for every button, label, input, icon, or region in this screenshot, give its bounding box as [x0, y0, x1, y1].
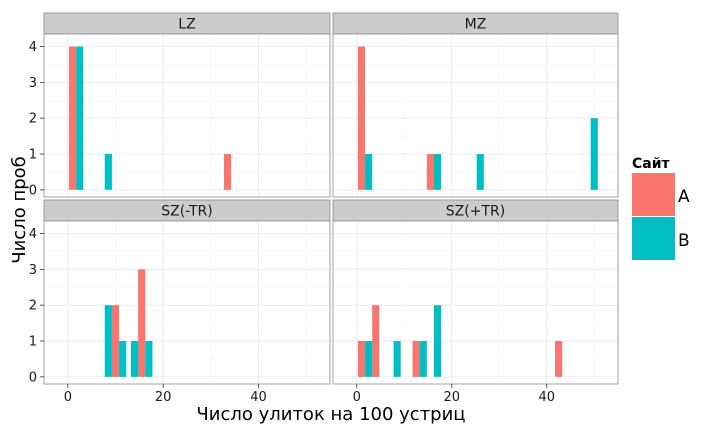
- grid: [333, 221, 618, 384]
- x-axis-title: Число улиток на 100 устриц: [196, 404, 465, 425]
- bar-series-a: [426, 154, 434, 190]
- bar-series-a: [111, 305, 120, 377]
- bar-series-b: [393, 341, 401, 377]
- plot-background: [333, 34, 618, 197]
- panel-border: [43, 33, 331, 198]
- bar-series-b: [104, 154, 112, 190]
- legend-item-a: A: [632, 173, 690, 216]
- panel-mz: MZ: [332, 12, 619, 198]
- x-tick-label: 20: [443, 390, 460, 405]
- legend-items: AB: [632, 173, 690, 260]
- bar-series-a: [357, 46, 366, 190]
- x-tick-label: 20: [155, 390, 172, 405]
- plot-background: [44, 34, 330, 197]
- y-tick-label: 0: [29, 183, 37, 198]
- y-tick-label: 4: [29, 40, 37, 55]
- x-tick-label: 40: [538, 390, 555, 405]
- legend-label: B: [678, 231, 690, 251]
- panel-sz-tr: SZ(+TR) 0 20 40: [332, 199, 619, 405]
- bar-series-b: [590, 118, 598, 190]
- bar-series-b: [145, 341, 153, 377]
- bar-series-b: [104, 305, 112, 377]
- plot-background: [333, 221, 618, 384]
- legend-key: [632, 173, 675, 216]
- facet-label: SZ(-TR): [161, 204, 212, 220]
- bar-series-b: [365, 154, 373, 190]
- y-tick-label: 2: [29, 112, 37, 127]
- panel-border: [332, 33, 619, 198]
- panel-lz: LZ 0 1 2 3 4: [29, 12, 331, 198]
- legend-item-b: B: [632, 217, 690, 260]
- bar-series-a: [357, 341, 366, 377]
- panel-border: [332, 220, 619, 385]
- bar-series-a: [223, 154, 232, 190]
- grid: [44, 34, 330, 197]
- bar-series-a: [412, 341, 420, 377]
- bar-series-b: [433, 154, 442, 190]
- grid: [44, 221, 330, 384]
- facet-label: SZ(+TR): [446, 204, 505, 220]
- y-tick-label: 1: [29, 335, 37, 350]
- y-tick-label: 0: [29, 370, 37, 385]
- legend-label: A: [678, 187, 690, 207]
- y-tick-label: 3: [29, 76, 37, 91]
- facet-label: LZ: [178, 17, 195, 33]
- y-tick-label: 2: [29, 299, 37, 314]
- x-tick-label: 0: [353, 390, 361, 405]
- facet-label: MZ: [465, 17, 487, 33]
- y-axis-title: Число проб: [9, 156, 30, 263]
- panel-border: [43, 220, 331, 385]
- bar-series-a: [138, 269, 146, 377]
- legend: Сайт AB: [632, 156, 690, 260]
- bar-series-b: [365, 341, 373, 377]
- y-tick-label: 4: [29, 227, 37, 242]
- bar-series-b: [76, 46, 84, 190]
- legend-key: [632, 217, 675, 260]
- x-tick-label: 0: [64, 390, 72, 405]
- y-tick-label: 3: [29, 263, 37, 278]
- bar-series-a: [69, 46, 77, 190]
- bar-series-a: [372, 305, 380, 377]
- legend-title: Сайт: [632, 156, 671, 172]
- plot-background: [44, 221, 330, 384]
- x-tick-label: 40: [250, 390, 267, 405]
- bar-series-b: [419, 341, 427, 377]
- grid: [333, 34, 618, 197]
- y-tick-label: 1: [29, 148, 37, 163]
- bar-series-a: [555, 341, 563, 377]
- bar-series-b: [476, 154, 484, 190]
- bar-series-b: [130, 341, 139, 377]
- bar-series-b: [433, 305, 442, 377]
- bar-series-b: [119, 341, 127, 377]
